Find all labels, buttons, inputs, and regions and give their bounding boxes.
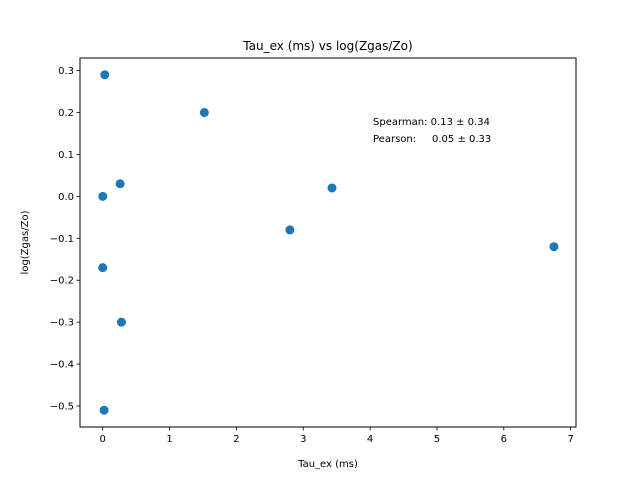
x-axis-label: Tau_ex (ms) — [297, 459, 358, 470]
y-tick-label: −0.1 — [50, 234, 74, 245]
y-axis: −0.5 −0.4 −0.3 −0.2 −0.1 0.0 0.1 0.2 0.3 — [50, 66, 80, 413]
y-tick-label: 0.1 — [58, 150, 74, 161]
y-tick-label: 0.3 — [58, 66, 74, 77]
x-tick-label: 5 — [434, 434, 440, 445]
x-tick-label: 6 — [501, 434, 507, 445]
scatter-point — [115, 179, 125, 189]
data-points — [98, 70, 559, 415]
scatter-point — [98, 191, 108, 201]
chart-title: Tau_ex (ms) vs log(Zgas/Zo) — [242, 39, 412, 53]
spearman-annotation: Spearman: 0.13 ± 0.34 — [373, 117, 490, 128]
x-tick-label: 7 — [567, 434, 573, 445]
y-tick-label: −0.4 — [50, 360, 74, 371]
scatter-point — [285, 225, 295, 235]
x-tick-label: 1 — [166, 434, 172, 445]
scatter-point — [327, 183, 337, 193]
x-tick-label: 2 — [233, 434, 239, 445]
scatter-point — [199, 108, 209, 118]
scatter-point — [549, 242, 559, 252]
plot-area-frame — [79, 57, 577, 428]
x-tick-label: 4 — [367, 434, 373, 445]
y-tick-label: −0.3 — [50, 318, 74, 329]
pearson-annotation: Pearson: 0.05 ± 0.33 — [373, 134, 491, 145]
x-tick-label: 3 — [300, 434, 306, 445]
scatter-point — [116, 317, 126, 327]
y-axis-label: log(Zgas/Zo) — [20, 210, 31, 274]
y-tick-label: 0.2 — [58, 108, 74, 119]
scatter-point — [98, 263, 108, 273]
x-tick-label: 0 — [100, 434, 106, 445]
y-tick-label: 0.0 — [58, 192, 74, 203]
y-tick-label: −0.2 — [50, 276, 74, 287]
scatter-point — [100, 70, 110, 80]
y-tick-label: −0.5 — [50, 402, 74, 413]
x-axis: 0 1 2 3 4 5 6 7 — [100, 427, 574, 445]
scatter-point — [99, 405, 109, 415]
